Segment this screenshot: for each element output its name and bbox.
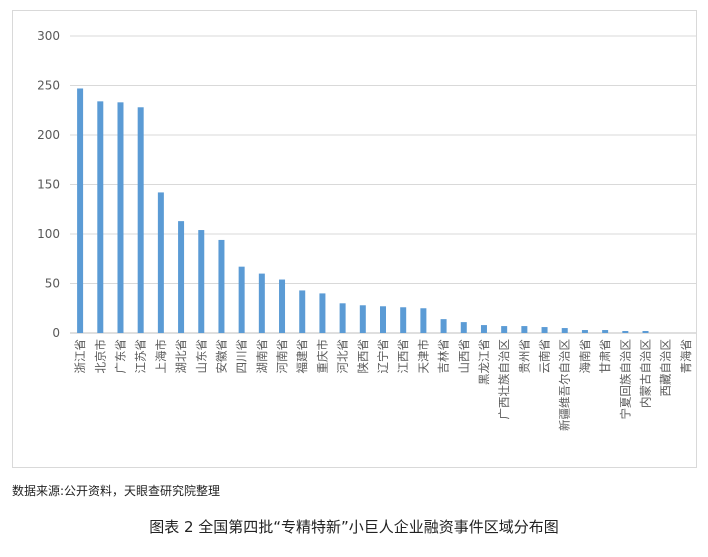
x-tick-label: 河北省 bbox=[336, 339, 350, 374]
bar bbox=[541, 327, 548, 333]
x-tick-label: 山西省 bbox=[457, 339, 471, 374]
bar bbox=[420, 308, 427, 333]
x-tick-label: 天津市 bbox=[416, 339, 430, 374]
x-tick-label: 青海省 bbox=[679, 339, 693, 374]
bar bbox=[602, 330, 609, 333]
bar bbox=[380, 306, 386, 333]
bar bbox=[299, 290, 306, 333]
figure-caption: 图表 2 全国第四批“专精特新”小巨人企业融资事件区域分布图 bbox=[149, 518, 559, 536]
bar-chart: 0 50 100 150 200 250 300 浙江省 北京市 广东省 江苏省 上海市 湖北省 山东省… bbox=[37, 29, 696, 431]
x-tick-label: 内蒙古自治区 bbox=[639, 339, 653, 408]
bar bbox=[480, 325, 487, 333]
x-tick-label: 湖南省 bbox=[255, 339, 269, 374]
x-tick-label: 广东省 bbox=[113, 339, 127, 374]
bar bbox=[460, 322, 467, 333]
bar bbox=[137, 107, 144, 333]
x-tick-label: 西藏自治区 bbox=[659, 339, 673, 397]
x-tick-label: 宁夏回族自治区 bbox=[618, 339, 632, 420]
x-tick-label: 安徽省 bbox=[214, 339, 228, 374]
bar bbox=[218, 239, 225, 333]
bar bbox=[178, 221, 185, 333]
y-axis-ticks: 0 50 100 150 200 250 300 bbox=[37, 29, 60, 340]
x-tick-label: 辽宁省 bbox=[376, 339, 390, 374]
bar bbox=[400, 307, 407, 333]
bar bbox=[319, 293, 326, 333]
bar bbox=[521, 326, 528, 333]
x-tick-label: 江西省 bbox=[396, 339, 410, 374]
bar bbox=[642, 331, 649, 333]
x-tick-label: 河南省 bbox=[275, 339, 289, 374]
bar bbox=[501, 326, 508, 333]
x-tick-label: 江苏省 bbox=[134, 339, 148, 374]
source-note: 数据来源:公开资料，天眼查研究院整理 bbox=[12, 484, 221, 498]
x-tick-label: 四川省 bbox=[235, 339, 249, 374]
bar bbox=[561, 328, 568, 333]
x-tick-label: 北京市 bbox=[93, 339, 107, 374]
bar bbox=[238, 266, 245, 333]
y-tick-label: 200 bbox=[37, 128, 60, 142]
bar bbox=[77, 88, 84, 333]
x-tick-label: 贵州省 bbox=[517, 339, 531, 374]
y-tick-label: 50 bbox=[45, 277, 60, 291]
x-tick-label: 黑龙江省 bbox=[477, 339, 491, 385]
bar bbox=[198, 230, 205, 333]
bar bbox=[157, 192, 164, 333]
y-tick-label: 250 bbox=[37, 79, 60, 93]
x-tick-label: 陕西省 bbox=[356, 339, 370, 374]
chart-frame: 0 50 100 150 200 250 300 浙江省 北京市 广东省 江苏省 上海市 湖北省 山东省… bbox=[12, 10, 697, 468]
bar bbox=[339, 303, 346, 333]
x-tick-label: 重庆市 bbox=[315, 339, 329, 374]
y-tick-label: 0 bbox=[52, 326, 60, 340]
bar bbox=[581, 330, 588, 333]
x-tick-label: 新疆维吾尔自治区 bbox=[558, 339, 572, 431]
bar bbox=[359, 305, 366, 333]
bar bbox=[258, 273, 265, 333]
bar bbox=[440, 319, 447, 333]
y-tick-label: 300 bbox=[37, 29, 60, 43]
x-tick-label: 上海市 bbox=[154, 339, 168, 374]
x-tick-label: 福建省 bbox=[295, 339, 309, 374]
x-tick-label: 浙江省 bbox=[73, 339, 87, 374]
y-tick-label: 150 bbox=[37, 178, 60, 192]
x-tick-label: 甘肃省 bbox=[598, 339, 612, 374]
x-tick-label: 海南省 bbox=[578, 339, 592, 374]
bar bbox=[117, 102, 124, 333]
x-tick-label: 吉林省 bbox=[437, 339, 451, 374]
bar bbox=[97, 101, 104, 333]
bars bbox=[77, 88, 649, 333]
y-tick-label: 100 bbox=[37, 227, 60, 241]
x-axis-ticks: 浙江省 北京市 广东省 江苏省 上海市 湖北省 山东省 安徽省 四川省 湖南省 河南省 福建省 重庆市河… bbox=[73, 339, 693, 431]
bar bbox=[279, 279, 286, 333]
x-tick-label: 湖北省 bbox=[174, 339, 188, 374]
x-tick-label: 山东省 bbox=[194, 339, 208, 374]
bar bbox=[622, 331, 629, 333]
x-tick-label: 云南省 bbox=[538, 339, 552, 374]
x-tick-label: 广西壮族自治区 bbox=[497, 339, 511, 420]
gridlines bbox=[70, 35, 696, 334]
